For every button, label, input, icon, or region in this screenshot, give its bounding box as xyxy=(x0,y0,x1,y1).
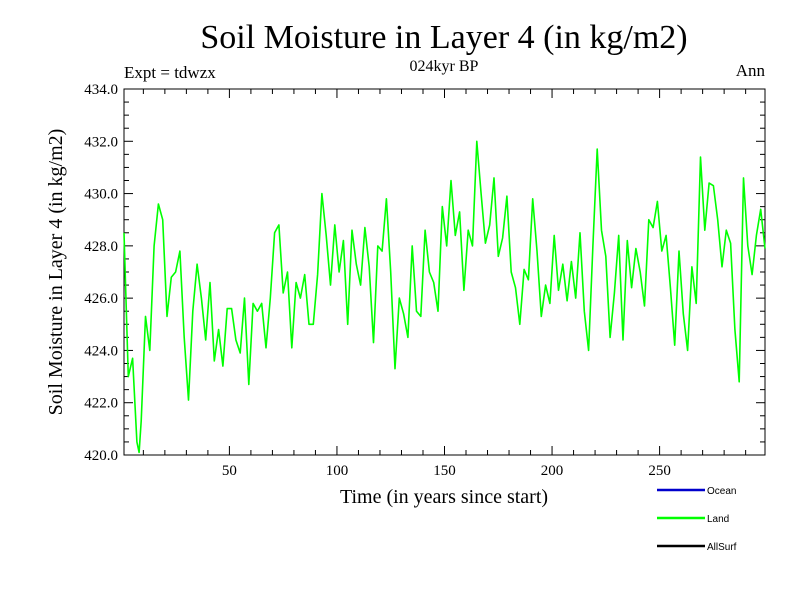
experiment-label: Expt = tdwzx xyxy=(124,63,216,82)
series-layer xyxy=(123,140,766,454)
legend-label-allsurf: AllSurf xyxy=(707,542,737,553)
y-tick-label: 432.0 xyxy=(84,134,118,150)
y-tick-label: 422.0 xyxy=(84,396,118,412)
chart-subtitle: 024kyr BP xyxy=(410,58,479,75)
chart-title: Soil Moisture in Layer 4 (in kg/m2) xyxy=(200,19,687,56)
y-axis-label: Soil Moisture in Layer 4 (in kg/m2) xyxy=(45,129,67,416)
x-tick-label: 100 xyxy=(326,463,349,479)
season-label: Ann xyxy=(736,61,766,80)
y-tick-label: 424.0 xyxy=(84,343,118,359)
legend-label-land: Land xyxy=(707,514,729,525)
y-tick-label: 430.0 xyxy=(84,187,118,203)
y-tick-label: 420.0 xyxy=(84,448,118,464)
series-line-land xyxy=(123,140,766,454)
x-tick-label: 50 xyxy=(222,463,237,479)
y-tick-label: 434.0 xyxy=(84,82,118,98)
y-axis: 420.0 422.0 424.0 426.0 428.0 430.0 432.0 434.0 xyxy=(84,82,765,464)
x-tick-label: 250 xyxy=(648,463,671,479)
y-tick-label: 428.0 xyxy=(84,239,118,255)
legend-label-ocean: Ocean xyxy=(707,486,736,497)
x-tick-label: 200 xyxy=(541,463,564,479)
legend: Ocean Land AllSurf xyxy=(657,486,737,553)
y-tick-label: 426.0 xyxy=(84,291,118,307)
x-axis-label: Time (in years since start) xyxy=(340,486,548,508)
x-axis: 50 100 150 200 250 xyxy=(142,89,747,479)
x-tick-label: 150 xyxy=(433,463,456,479)
